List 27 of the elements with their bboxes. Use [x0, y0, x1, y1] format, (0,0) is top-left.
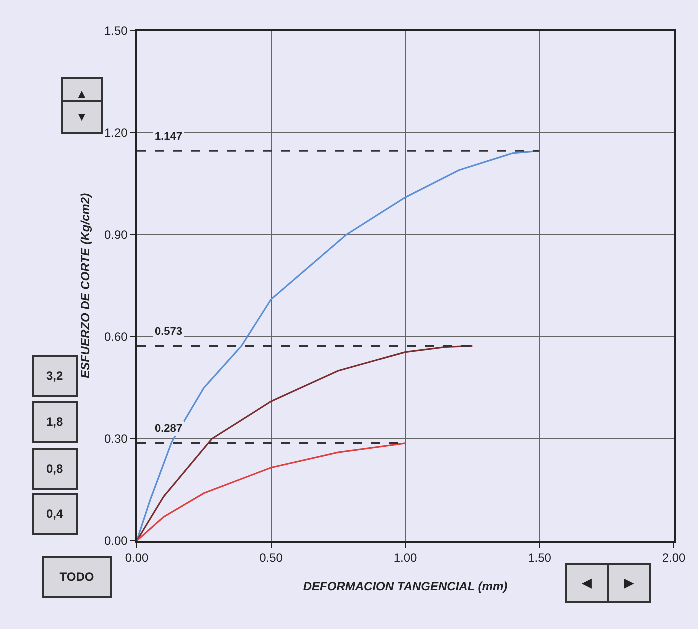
text: 3,2 — [46, 369, 64, 383]
line-series — [137, 442, 406, 541]
annotation: 0.287 — [155, 423, 183, 435]
line-series — [137, 345, 474, 541]
text: 0,8 — [46, 462, 64, 476]
x-tick-label: 1.00 — [394, 551, 418, 566]
x-axis-title: DEFORMACION TANGENCIAL (mm) — [303, 580, 508, 594]
x-tick-label: 0.50 — [260, 551, 284, 566]
y-tick-label: 0.90 — [104, 228, 128, 242]
y-tick-label: 0.30 — [104, 432, 128, 446]
x-tick-label: 2.00 — [662, 551, 686, 566]
text: 0,4 — [46, 507, 64, 521]
text: ▼ — [76, 110, 88, 124]
text: ▶ — [624, 576, 634, 590]
y-tick-label: 0.00 — [104, 534, 128, 548]
x-tick-label: 1.50 — [528, 551, 552, 566]
annotation: 0.573 — [155, 326, 183, 338]
y-tick-label: 0.60 — [104, 330, 128, 344]
x-tick-label: 0.00 — [125, 551, 149, 566]
annotation: 1.147 — [155, 131, 183, 143]
y-tick-label: 1.50 — [104, 24, 128, 38]
y-tick-label: 1.20 — [104, 126, 128, 140]
text: ▲ — [76, 87, 88, 101]
y-axis-title: ESFUERZO DE CORTE (Kg/cm2) — [78, 193, 92, 379]
text: 1,8 — [46, 415, 64, 429]
text: ◀ — [582, 576, 592, 590]
text: TODO — [60, 570, 94, 584]
